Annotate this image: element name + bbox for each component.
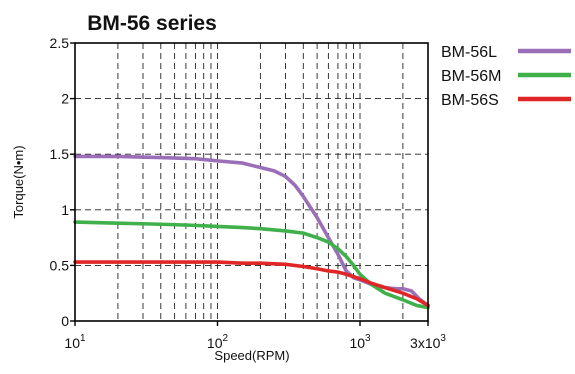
y-tick-label: 2 — [61, 91, 69, 107]
x-axis-label: Speed(RPM) — [214, 348, 289, 363]
series-line-bm-56m — [73, 220, 430, 310]
x-tick-base: 3x10 — [410, 335, 441, 351]
x-tick-base: 10 — [349, 335, 365, 351]
plot-frame — [74, 42, 429, 322]
x-tick-label: 103 — [349, 333, 371, 351]
x-tick-label: 102 — [207, 333, 229, 351]
legend-label: BM-56L — [441, 44, 497, 61]
series-layer — [73, 154, 430, 310]
y-axis-label: Torque(N•m) — [11, 145, 26, 218]
x-tick-base: 10 — [207, 335, 223, 351]
grid-layer — [75, 43, 428, 321]
x-tick-label: 3x103 — [410, 333, 446, 351]
y-tick-label: 2.5 — [50, 35, 70, 51]
x-tick-label: 101 — [64, 333, 86, 351]
chart-title: BM-56 series — [87, 12, 217, 35]
y-tick-label: 1 — [61, 202, 69, 218]
legend: BM-56L BM-56M BM-56S — [441, 44, 571, 109]
series-line-bm-56l — [73, 154, 430, 308]
x-tick-exponent: 2 — [223, 333, 229, 344]
legend-label: BM-56M — [441, 68, 501, 85]
legend-label: BM-56S — [441, 92, 499, 109]
y-tick-label: 1.5 — [50, 146, 70, 162]
y-tick-label: 0.5 — [50, 257, 70, 273]
series-line-bm-56s — [73, 260, 430, 308]
y-tick-layer: 0 0.5 1 1.5 2 2.5 — [50, 35, 75, 329]
x-tick-layer: 101 102 103 3x103 — [64, 321, 446, 351]
x-tick-base: 10 — [64, 335, 80, 351]
x-tick-exponent: 1 — [80, 333, 86, 344]
y-tick-label: 0 — [61, 313, 69, 329]
x-tick-exponent: 3 — [365, 333, 371, 344]
x-tick-exponent: 3 — [440, 333, 446, 344]
